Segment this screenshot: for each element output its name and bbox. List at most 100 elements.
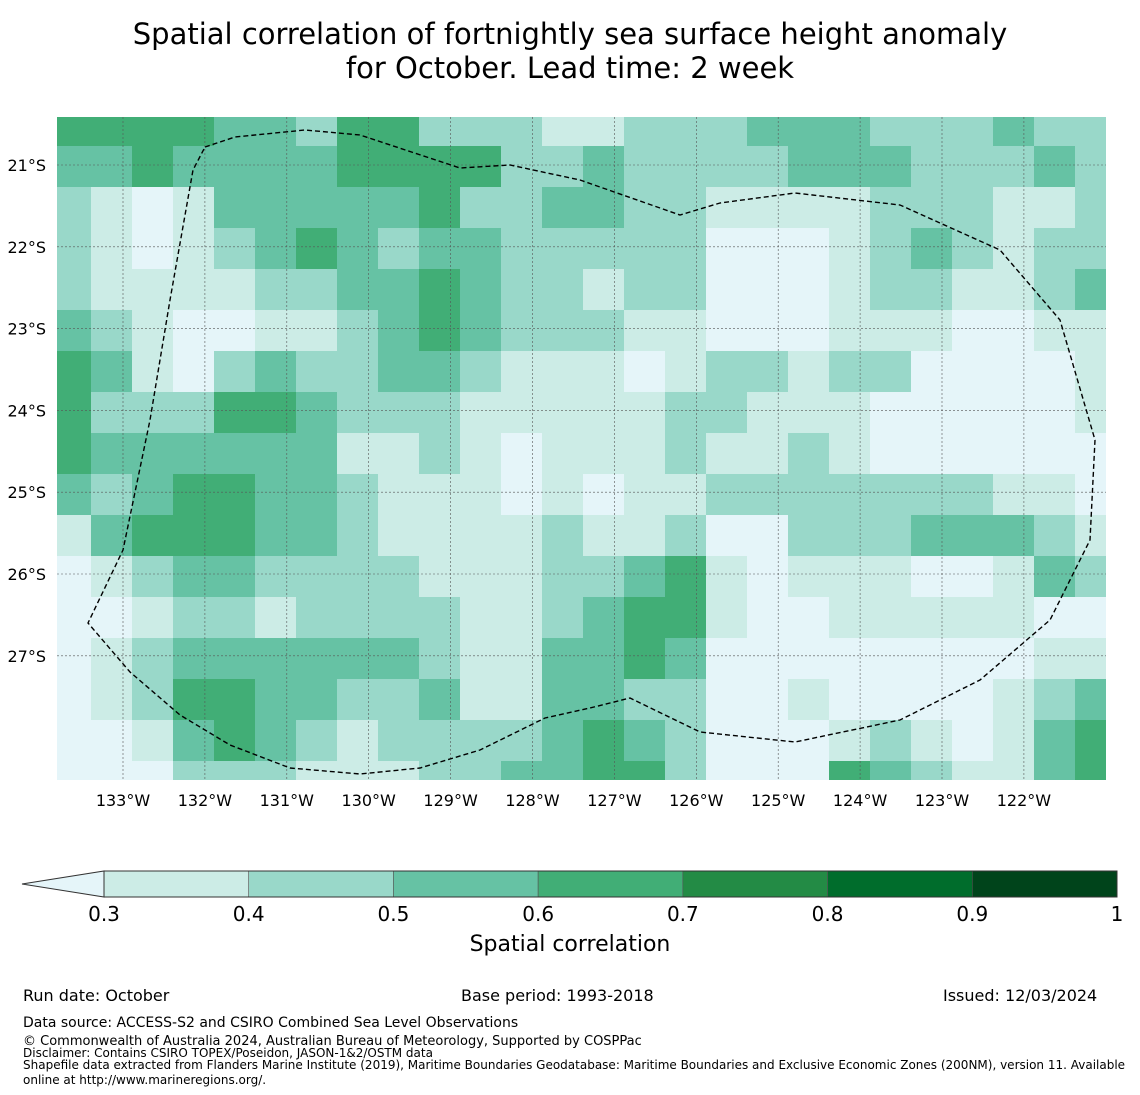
heatmap-cell bbox=[993, 679, 1035, 721]
heatmap-cell bbox=[542, 638, 584, 680]
heatmap-cell bbox=[624, 392, 666, 434]
heatmap-cell bbox=[788, 638, 830, 680]
heatmap-cell bbox=[460, 187, 502, 229]
heatmap-cell bbox=[829, 269, 871, 311]
heatmap-cell bbox=[91, 351, 133, 393]
heatmap-cell bbox=[583, 146, 625, 188]
heatmap-cell bbox=[870, 515, 912, 557]
heatmap-cell bbox=[419, 392, 461, 434]
heatmap-cell bbox=[173, 146, 215, 188]
heatmap-cell bbox=[214, 228, 256, 270]
heatmap-cell bbox=[91, 474, 133, 516]
longitude-tick-label: 131°W bbox=[260, 791, 315, 810]
heatmap-cell bbox=[132, 720, 174, 762]
heatmap-cell bbox=[583, 392, 625, 434]
colorbar-tick-label: 0.7 bbox=[667, 902, 699, 926]
heatmap-cell bbox=[1034, 392, 1076, 434]
heatmap-cell bbox=[337, 474, 379, 516]
heatmap-cell bbox=[1075, 556, 1106, 598]
heatmap-cell bbox=[911, 146, 953, 188]
heatmap-cell bbox=[419, 679, 461, 721]
heatmap-cell bbox=[952, 228, 994, 270]
heatmap-cell bbox=[993, 433, 1035, 475]
heatmap-cell bbox=[911, 679, 953, 721]
heatmap-cell bbox=[255, 556, 297, 598]
heatmap-cell bbox=[911, 117, 953, 147]
heatmap-cell bbox=[132, 679, 174, 721]
heatmap-cell bbox=[542, 720, 584, 762]
heatmap-cell bbox=[993, 187, 1035, 229]
heatmap-cell bbox=[788, 269, 830, 311]
heatmap-cell bbox=[214, 392, 256, 434]
heatmap-cell bbox=[788, 474, 830, 516]
heatmap-cell bbox=[624, 679, 666, 721]
heatmap-cell bbox=[952, 392, 994, 434]
heatmap-cell bbox=[542, 310, 584, 352]
heatmap-cell bbox=[911, 720, 953, 762]
heatmap-cell bbox=[57, 720, 92, 762]
heatmap-cell bbox=[706, 556, 748, 598]
disclaimer: Disclaimer: Contains CSIRO TOPEX/Poseido… bbox=[23, 1046, 433, 1060]
heatmap-cell bbox=[501, 515, 543, 557]
heatmap-cell bbox=[1034, 187, 1076, 229]
heatmap-cell bbox=[460, 117, 502, 147]
heatmap-cell bbox=[460, 228, 502, 270]
heatmap-cell bbox=[296, 638, 338, 680]
heatmap-cell bbox=[173, 720, 215, 762]
heatmap-cell bbox=[419, 556, 461, 598]
heatmap-cell bbox=[911, 228, 953, 270]
heatmap-cell bbox=[542, 146, 584, 188]
heatmap-cell bbox=[624, 117, 666, 147]
longitude-tick-label: 127°W bbox=[587, 791, 642, 810]
heatmap-cell bbox=[214, 638, 256, 680]
heatmap-cell bbox=[378, 269, 420, 311]
heatmap-cell bbox=[337, 556, 379, 598]
colorbar-segment bbox=[393, 870, 539, 898]
heatmap-cell bbox=[583, 597, 625, 639]
colorbar-segment bbox=[827, 870, 973, 898]
heatmap-cell bbox=[952, 351, 994, 393]
heatmap-cell bbox=[255, 720, 297, 762]
heatmap-cell bbox=[337, 351, 379, 393]
heatmap-cell bbox=[911, 351, 953, 393]
heatmap-cell bbox=[214, 761, 256, 780]
heatmap-cell bbox=[952, 638, 994, 680]
heatmap-cell bbox=[993, 228, 1035, 270]
heatmap-cell bbox=[706, 310, 748, 352]
heatmap-cell bbox=[419, 638, 461, 680]
heatmap-cell bbox=[993, 556, 1035, 598]
heatmap-cell bbox=[952, 310, 994, 352]
heatmap-cell bbox=[583, 187, 625, 229]
heatmap-cell bbox=[214, 351, 256, 393]
heatmap-cell bbox=[870, 474, 912, 516]
longitude-tick-label: 132°W bbox=[178, 791, 233, 810]
latitude-tick-label: 23°S bbox=[7, 320, 46, 339]
heatmap-cell bbox=[1034, 269, 1076, 311]
heatmap-cell bbox=[993, 146, 1035, 188]
heatmap-cell bbox=[624, 351, 666, 393]
heatmap-cell bbox=[460, 392, 502, 434]
heatmap-cell bbox=[952, 556, 994, 598]
colorbar-frame bbox=[103, 870, 1118, 898]
heatmap-cell bbox=[378, 515, 420, 557]
heatmap-cell bbox=[788, 433, 830, 475]
heatmap-cell bbox=[829, 310, 871, 352]
heatmap-cell bbox=[460, 515, 502, 557]
heatmap-cell bbox=[337, 310, 379, 352]
heatmap-cell bbox=[501, 556, 543, 598]
heatmap-cell bbox=[624, 146, 666, 188]
heatmap-cell bbox=[57, 515, 92, 557]
heatmap-cell bbox=[296, 351, 338, 393]
heatmap-cell bbox=[460, 761, 502, 780]
colorbar-tick-label: 0.5 bbox=[378, 902, 410, 926]
heatmap-cell bbox=[296, 679, 338, 721]
heatmap-cell bbox=[747, 433, 789, 475]
heatmap-cell bbox=[1034, 433, 1076, 475]
heatmap-cell bbox=[993, 117, 1035, 147]
colorbar-label: Spatial correlation bbox=[469, 932, 671, 957]
heatmap-cell bbox=[1034, 474, 1076, 516]
latitude-tick-label: 24°S bbox=[7, 401, 46, 420]
heatmap-cell bbox=[542, 556, 584, 598]
heatmap-cell bbox=[419, 117, 461, 147]
heatmap-cell bbox=[829, 720, 871, 762]
